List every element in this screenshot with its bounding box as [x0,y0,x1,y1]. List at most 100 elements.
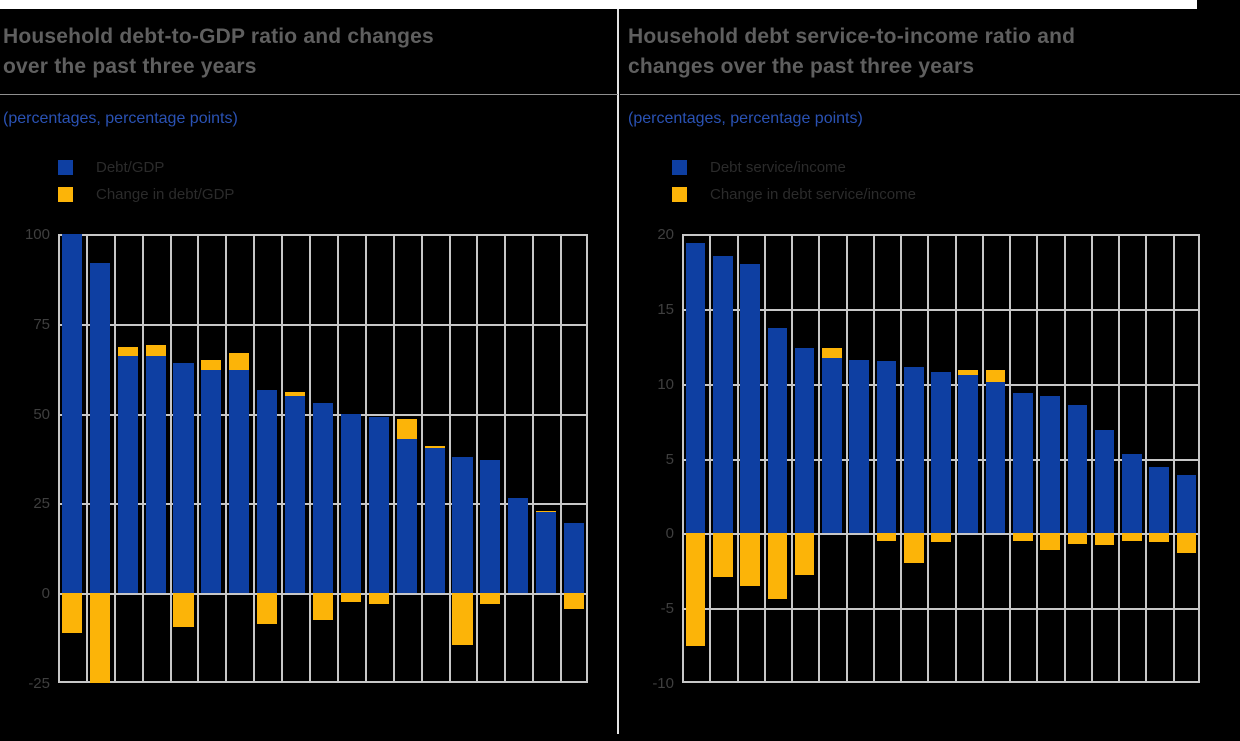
bar-change [822,347,842,359]
bar-level [903,367,924,534]
legend-label: Debt service/income [710,158,846,176]
y-axis-tick-label: 5 [665,450,674,468]
legend-swatch-blue-icon [58,159,73,175]
gridline-vertical [586,234,588,683]
gridline-vertical [532,234,534,683]
bar-level [117,356,138,594]
gridline-vertical [504,234,506,683]
panel-debt-to-gdp: Household debt-to-GDP ratio and changes o… [0,0,618,741]
title-line-1: Household debt service-to-income ratio a… [628,25,1076,48]
bar-level [876,361,897,534]
bar-level [685,242,706,534]
bar-change [173,593,194,628]
title-line-1: Household debt-to-GDP ratio and changes [3,25,434,48]
gridline-vertical [281,234,283,683]
legend-item-debt-service-income: Debt service/income [672,158,916,176]
axis-units-label: (percentages, percentage points) [3,110,238,127]
page-title: Household debt-to-GDP ratio and changes o… [3,22,603,82]
bar-level [794,347,815,534]
chart-debt-service-income: 20 15 10 5 0 -5 -10 [652,226,1200,692]
bar-change [1067,533,1088,544]
bar-level [257,390,278,594]
bar-change [958,370,979,375]
y-axis-tick-label: 20 [657,226,674,243]
bar-change [1149,533,1169,543]
gridline-vertical [197,234,199,683]
gridline-vertical [365,234,367,683]
gridline-horizontal [682,608,1200,610]
gridline-vertical [225,234,227,683]
gridline-vertical [449,234,451,683]
gridline-vertical [791,234,793,683]
bar-change [564,593,585,610]
gridline-vertical [846,234,848,683]
gridline-vertical [421,234,423,683]
y-axis-tick-label: 0 [41,585,50,603]
bar-level [396,438,417,594]
bar-level [1040,395,1060,534]
bar-change [89,593,110,683]
axis-units-label: (percentages, percentage points) [628,110,863,127]
bar-level [368,417,389,594]
bar-change [767,533,788,600]
legend-item-change-debt-service-income: Change in debt service/income [672,185,916,203]
bar-change [931,533,951,543]
gridline-vertical [1091,234,1093,683]
gridline-horizontal [682,309,1200,311]
gridline-horizontal [58,234,588,236]
gridline-vertical [393,234,395,683]
bar-change [985,370,1006,383]
bar-level [958,374,979,534]
bar-change [1012,533,1033,541]
bar-change [117,347,138,357]
legend-label: Change in debt/GDP [96,185,235,203]
bar-level [1176,474,1197,534]
bar-level [931,371,951,534]
bar-level [536,512,557,594]
gridline-vertical [982,234,984,683]
bar-level [61,234,82,594]
legend-item-debt-gdp: Debt/GDP [58,159,234,176]
bar-level [201,370,222,594]
gridline-vertical [309,234,311,683]
gridline-horizontal [58,324,588,326]
bar-change [794,533,815,576]
bar-level [145,356,166,594]
legend-label: Change in debt service/income [710,185,916,203]
bar-level [849,359,870,534]
gridline-vertical [709,234,711,683]
bar-level [1149,467,1169,534]
bar-change [876,533,897,541]
page-title: Household debt service-to-income ratio a… [628,22,1233,82]
y-axis-tick-label: 100 [24,226,50,243]
title-underline [620,94,1240,95]
gridline-horizontal [682,681,1200,683]
gridline-vertical [1118,234,1120,683]
top-strip [0,0,1197,9]
bar-level [767,328,788,534]
bar-level [229,370,250,594]
gridline-vertical [1173,234,1175,683]
y-axis-tick-label: 75 [33,315,50,333]
y-axis-tick-label: 10 [657,375,674,393]
legend-swatch-yellow-icon [672,186,687,202]
gridline-horizontal [58,681,588,683]
gridline-vertical [86,234,88,683]
bar-change [452,593,473,646]
bar-level [89,262,110,594]
bar-change [201,359,222,371]
legend-swatch-blue-icon [672,159,687,175]
gridline-vertical [253,234,255,683]
chart-debt-gdp: 100 75 50 25 0 -25 [25,226,588,692]
title-underline [0,94,618,95]
gridline-vertical [142,234,144,683]
gridline-vertical [927,234,929,683]
bar-level [985,382,1006,534]
bar-level [1067,404,1088,534]
gridline-vertical [170,234,172,683]
bar-level [285,395,306,594]
bar-level [452,456,473,594]
y-axis-tick-label: -5 [660,600,674,618]
bar-level [480,460,501,594]
